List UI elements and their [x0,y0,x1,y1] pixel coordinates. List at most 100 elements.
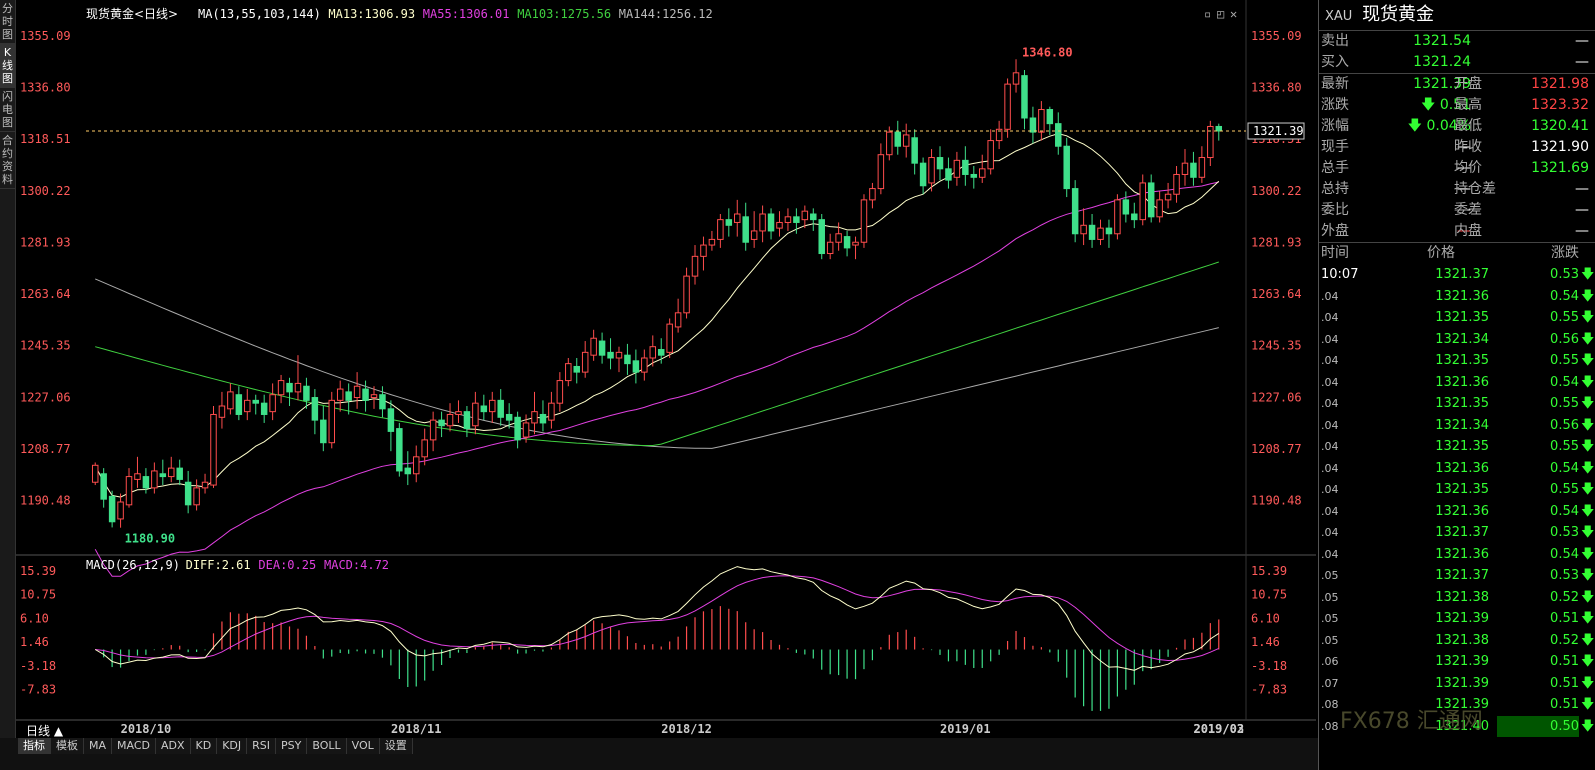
quote-value: — [1457,139,1471,155]
indicator-tab-macd[interactable]: MACD [112,738,156,754]
down-arrow-icon: 🡇 [1581,611,1595,626]
candle-body [877,154,885,190]
tick-price: 1321.36 [1435,374,1489,390]
indicator-tab-psy[interactable]: PSY [276,738,308,754]
down-arrow-icon: 🡇 [1581,417,1595,433]
window-icon: ◰ [1217,7,1225,21]
candle-body [886,131,893,156]
tick-change: 0.51 [1550,611,1579,626]
quote-row: 总手 — 均价 1321.69 [1319,158,1595,179]
tick-time: .07 [1321,676,1339,690]
ma55-line [94,181,1219,577]
candle-body [717,219,724,240]
tick-price: 1321.35 [1435,439,1489,454]
tick-change: 0.52 [1550,632,1579,648]
down-arrow-icon: 🡇 [1581,654,1595,669]
quote-label: 最低 [1454,118,1482,134]
indicator-tab-boll[interactable]: BOLL [307,738,347,754]
tick-change: 0.53 [1550,525,1579,540]
candle-body [1088,224,1096,240]
tick-change: 0.55 [1550,310,1579,325]
candle-body [1097,227,1104,240]
y-tick-right: 1281.93 [1251,235,1302,249]
tick-price: 1321.35 [1435,396,1489,411]
tick-price: 1321.38 [1435,632,1489,648]
quote-label: 买入 [1321,54,1349,70]
kline-chart[interactable]: 1355.091355.091336.801336.801318.511318.… [16,0,1316,738]
candle-body [1198,157,1206,178]
left-tab-0[interactable]: 分时图 [0,0,15,44]
left-tab-3[interactable]: 合约资料 [0,132,15,189]
ma-legend-item: MA13:1306.93 [328,7,415,21]
tick-row: .08 1321.39 0.51 🡇 [1319,694,1595,716]
candle-body [396,428,403,472]
chart-title: 现货黄金<日线> [86,6,178,21]
tick-price: 1321.36 [1435,503,1489,519]
macd-legend-item: DIFF:2.61 [186,558,251,572]
indicator-tab-kdj[interactable]: KDJ [217,738,248,754]
tick-price: 1321.39 [1435,697,1489,712]
indicator-tab-rsi[interactable]: RSI [247,738,277,754]
indicator-tab-设置[interactable]: 设置 [379,738,413,754]
down-arrow-icon: 🡇 [1581,460,1595,476]
current-price-box [1247,122,1305,140]
quote-label: 最新 [1321,76,1349,92]
down-arrow-icon: 🡇 [1581,697,1595,712]
bottom-bar: 日线 ▲ 指标 模板 MA MACD ADX KD KDJ RSI PSY BOLL VOL 设置 [0,724,1318,770]
candle-body [227,391,234,410]
candle-body [1114,199,1121,235]
candle-body [615,351,623,359]
candle-body [860,199,868,243]
down-arrow-icon: 🡇 [1581,503,1595,519]
tick-price: 1321.35 [1435,310,1489,325]
candle-body [1215,125,1223,132]
tick-list[interactable]: 10:07 1321.37 0.53 🡇 .04 1321.36 0.54 🡇 .04 1321.… [1319,264,1595,737]
y-tick-right: 1227.06 [1251,390,1302,404]
indicator-tab-adx[interactable]: ADX [156,738,191,754]
indicator-tab-vol[interactable]: VOL [346,738,380,754]
tick-time: .08 [1321,698,1339,711]
tick-price: 1321.34 [1435,331,1489,347]
down-arrow-icon: 🡇 [1581,546,1595,562]
tick-row: 10:07 1321.37 0.53 🡇 [1319,264,1595,286]
tick-price: 1321.36 [1435,288,1489,304]
candle-body [928,157,935,184]
quote-sidebar: XAU 现货黄金 卖出 1321.54— 买入 1321.24— 最新 1321.39 开盘… [1318,0,1595,770]
left-tab-2[interactable]: 闪电图 [0,88,15,132]
quote-value: 🡇 0.51 [1420,97,1471,113]
candle-body [311,397,319,421]
candle-body [303,385,310,401]
down-arrow-icon: 🡇 [1581,589,1595,605]
candle-body [168,467,175,478]
candle-body [649,346,657,359]
tick-change: 0.56 [1550,417,1579,433]
indicator-tab-指标[interactable]: 指标 [18,738,51,754]
candle-body [1038,109,1045,133]
tick-row: .04 1321.34 0.56 🡇 [1319,329,1595,351]
candle-body [117,501,124,520]
quote-value: 1321.90 [1531,139,1589,155]
macd-histogram [103,606,1220,711]
indicator-tab-kd[interactable]: KD [190,738,218,754]
candle-body [776,221,783,229]
tick-price: 1321.39 [1435,611,1489,626]
down-arrow-icon: 🡇 [1581,353,1595,368]
candle-body [793,216,800,223]
candle-body [852,241,859,246]
tick-price: 1321.37 [1435,568,1489,583]
candle-body [1164,193,1172,201]
tick-change: 0.51 [1550,654,1579,669]
indicator-tab-ma[interactable]: MA [84,738,113,754]
y-tick-right: 1300.22 [1251,184,1302,198]
tick-price: 1321.40 [1435,718,1489,734]
candle-body [345,391,352,401]
candle-body [277,380,285,396]
indicator-tab-模板[interactable]: 模板 [51,738,84,754]
tick-row: .05 1321.38 0.52 🡇 [1319,630,1595,652]
macd-y-tick-left: 15.39 [20,564,56,578]
quote-row: 涨幅 🡇 0.04% 最低 1320.41 [1319,116,1595,137]
candle-body [489,399,496,413]
period-selector[interactable]: 日线 ▲ [26,724,64,738]
x-tick: 2019/02 [1193,722,1244,736]
